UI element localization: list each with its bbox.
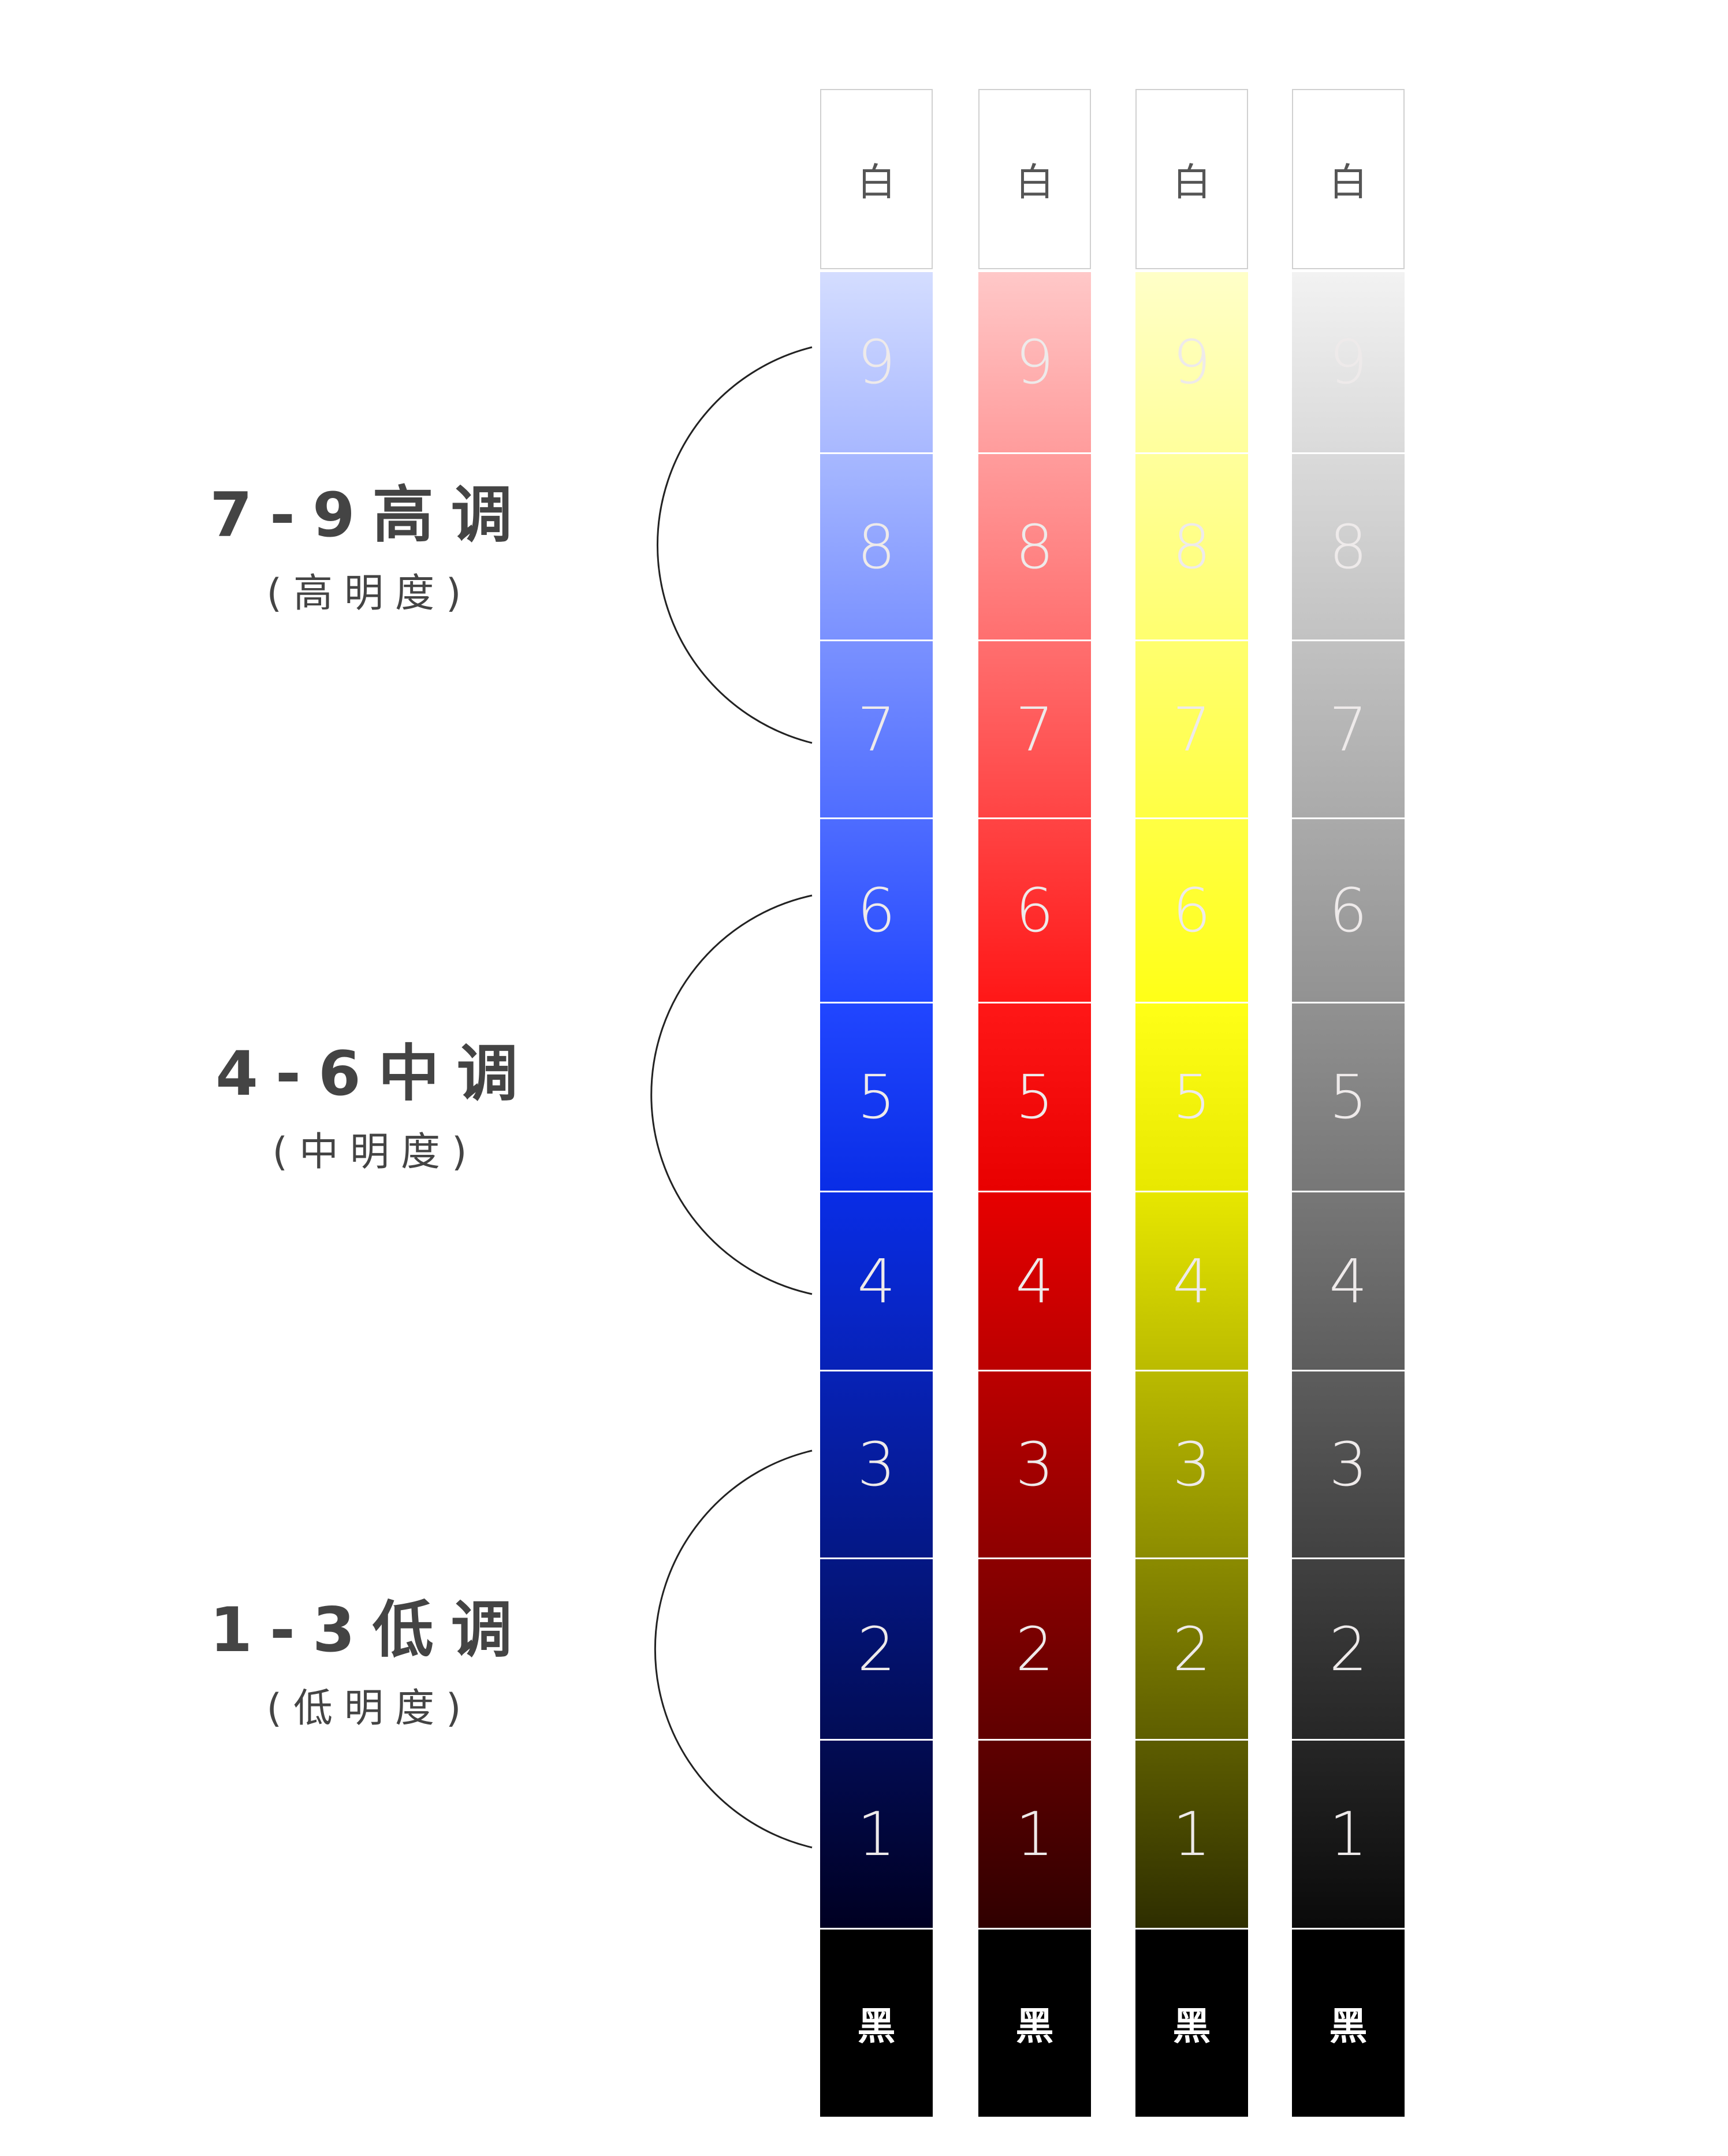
level-cell-5: 5	[820, 1003, 933, 1191]
level-cell-3: 3	[820, 1371, 933, 1557]
level-cell-1: 1	[978, 1741, 1091, 1928]
level-cell-4: 4	[978, 1192, 1091, 1370]
level-cell-4: 4	[1292, 1192, 1405, 1370]
level-cell-7: 7	[1135, 641, 1248, 817]
level-cell-4: 4	[1135, 1192, 1248, 1370]
level-cell-2: 2	[1292, 1559, 1405, 1739]
group-subtitle: (中明度)	[272, 1129, 479, 1175]
level-cell-1: 1	[820, 1741, 933, 1928]
group-title: 1-3低调	[210, 1594, 530, 1666]
level-cell-1: 1	[1135, 1741, 1248, 1928]
group-low-key: 1-3低调 (低明度)	[167, 1580, 572, 1733]
level-cell-8: 8	[1292, 454, 1405, 640]
level-cell-8: 8	[978, 454, 1091, 640]
level-cell-9: 9	[978, 272, 1091, 452]
level-cell-4: 4	[820, 1192, 933, 1370]
white-cell: 白	[820, 89, 933, 269]
group-mid-key: 4-6中调 (中明度)	[173, 1024, 578, 1177]
level-cell-9: 9	[1292, 272, 1405, 452]
level-cell-7: 7	[1292, 641, 1405, 817]
level-cell-5: 5	[978, 1003, 1091, 1191]
level-cell-6: 6	[978, 819, 1091, 1002]
level-cell-3: 3	[1292, 1371, 1405, 1557]
level-cell-7: 7	[978, 641, 1091, 817]
level-cell-9: 9	[1135, 272, 1248, 452]
group-title: 7-9高调	[210, 479, 530, 551]
black-cell: 黑	[1135, 1930, 1248, 2117]
bracket-low	[654, 1449, 813, 1849]
black-cell: 黑	[820, 1930, 933, 2117]
bracket-high	[656, 346, 813, 744]
group-title: 4-6中调	[215, 1038, 535, 1109]
level-cell-3: 3	[978, 1371, 1091, 1557]
level-cell-9: 9	[820, 272, 933, 452]
level-cell-5: 5	[1135, 1003, 1248, 1191]
bracket-mid	[650, 894, 813, 1295]
level-cell-2: 2	[820, 1559, 933, 1739]
level-cell-7: 7	[820, 641, 933, 817]
group-subtitle: (低明度)	[266, 1686, 473, 1731]
group-subtitle: (高明度)	[266, 571, 473, 616]
white-cell: 白	[1135, 89, 1248, 269]
level-cell-2: 2	[978, 1559, 1091, 1739]
group-high-key: 7-9高调 (高明度)	[167, 465, 572, 618]
level-cell-3: 3	[1135, 1371, 1248, 1557]
level-cell-1: 1	[1292, 1741, 1405, 1928]
black-cell: 黑	[1292, 1930, 1405, 2117]
white-cell: 白	[978, 89, 1091, 269]
black-cell: 黑	[978, 1930, 1091, 2117]
level-cell-8: 8	[1135, 454, 1248, 640]
level-cell-6: 6	[1292, 819, 1405, 1002]
level-cell-5: 5	[1292, 1003, 1405, 1191]
level-cell-6: 6	[820, 819, 933, 1002]
level-cell-2: 2	[1135, 1559, 1248, 1739]
level-cell-8: 8	[820, 454, 933, 640]
level-cell-6: 6	[1135, 819, 1248, 1002]
white-cell: 白	[1292, 89, 1405, 269]
